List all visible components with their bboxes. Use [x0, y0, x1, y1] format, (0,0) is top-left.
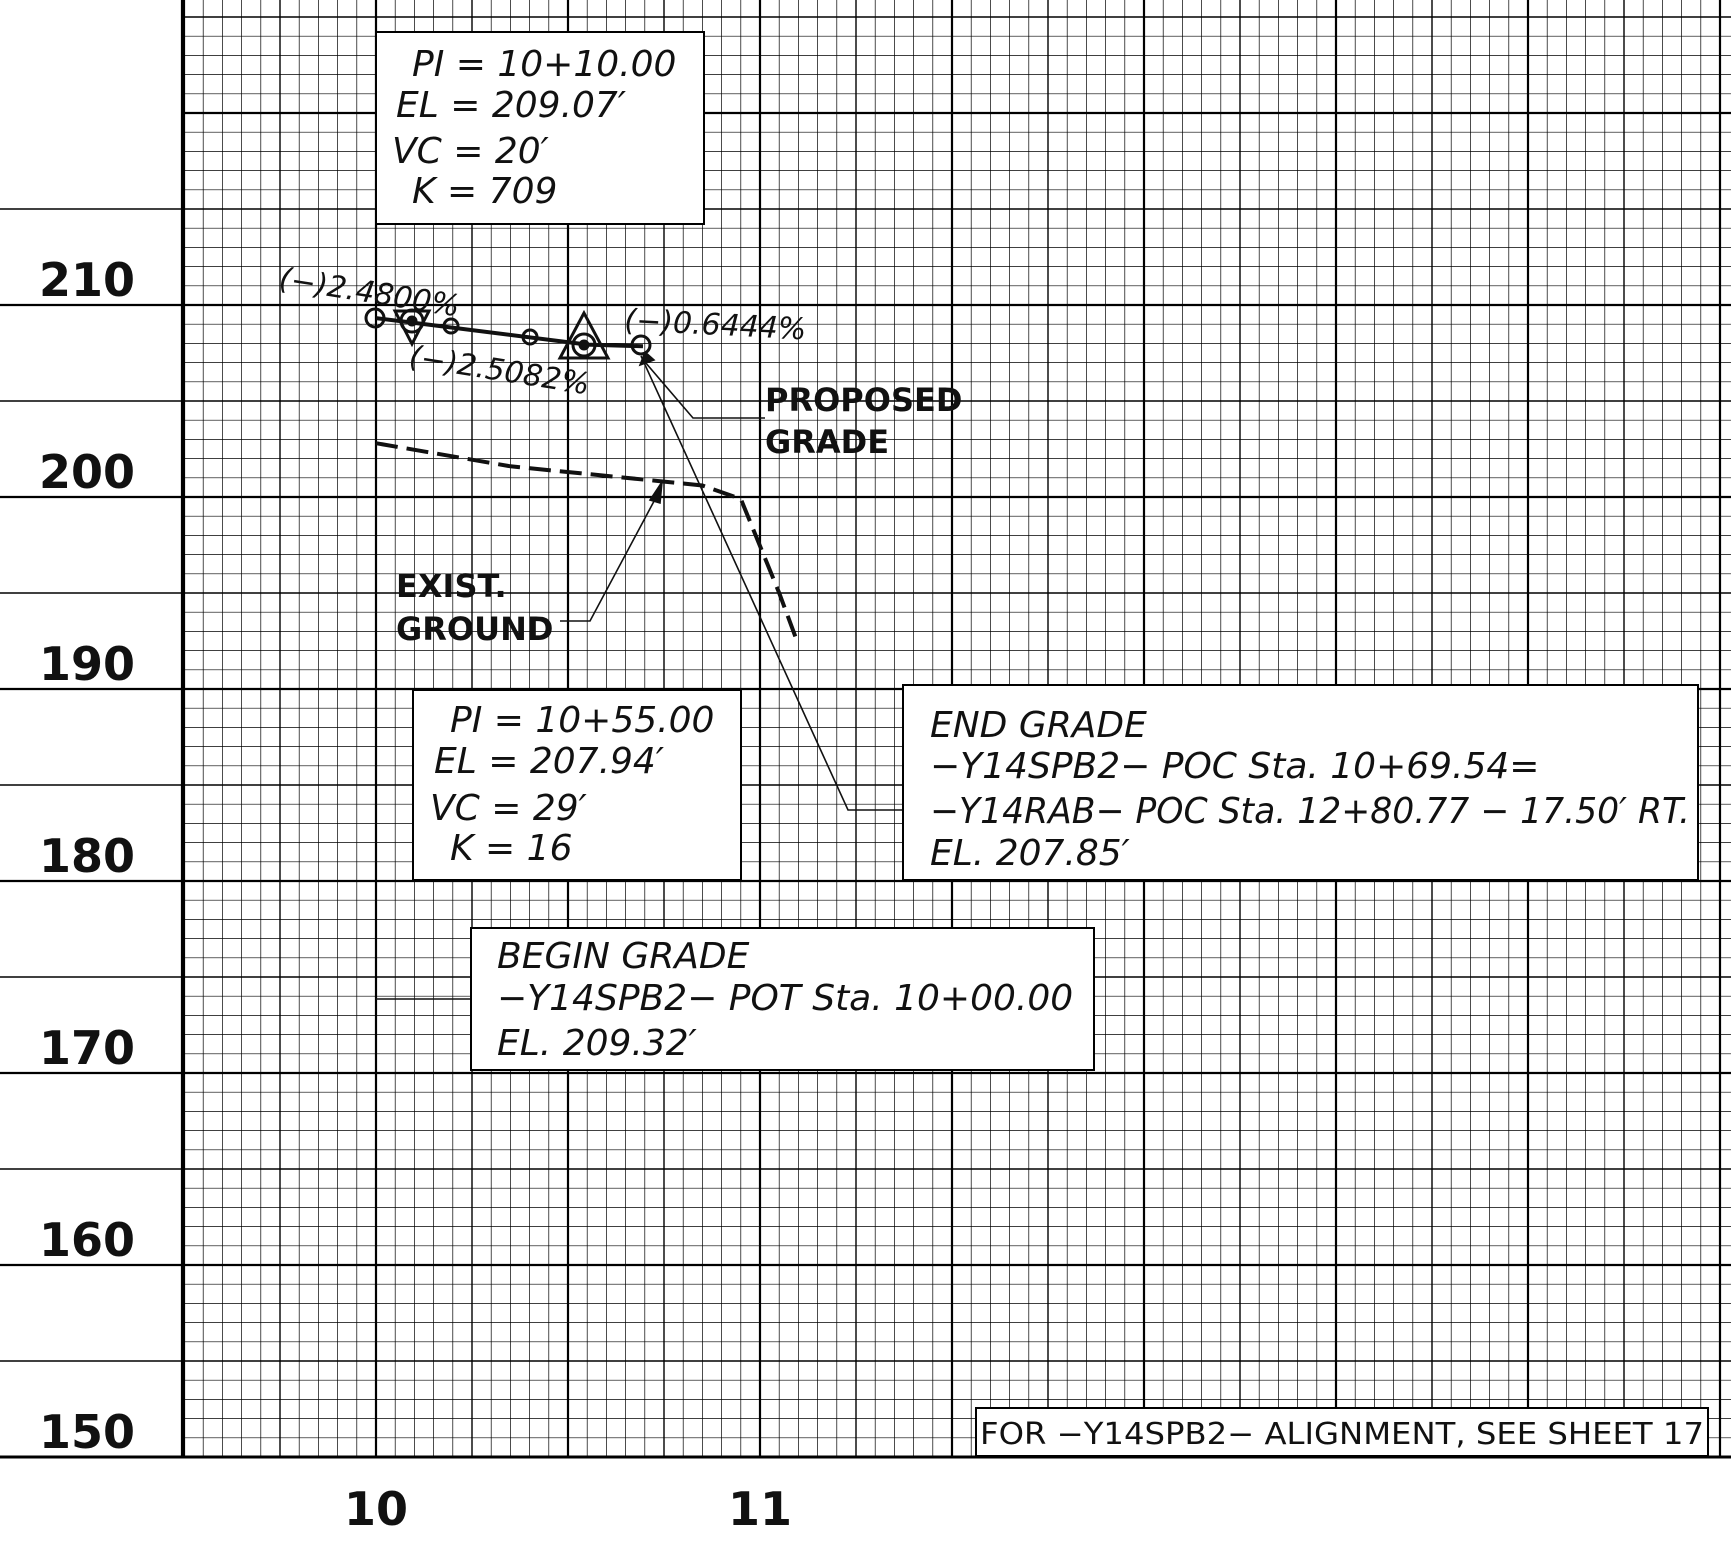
pvi-2-station: PI = 10+55.00	[450, 700, 714, 741]
leader-lines	[376, 350, 903, 1000]
grade-label-1: (−)2.4800%	[277, 261, 462, 324]
pvi-1-sag-symbol	[392, 308, 432, 348]
pvi-1-k-value: K = 709	[412, 171, 557, 212]
grade-labels: (−)2.4800% (−)2.5082% (−)0.6444%	[277, 261, 807, 402]
pvi-2-callout: PI = 10+55.00 EL = 207.94′ VC = 29′ K = …	[412, 689, 742, 881]
exist-ground-label-line1: EXIST.	[396, 567, 507, 605]
end-grade-station: −Y14SPB2− POC Sta. 10+69.54=	[930, 746, 1539, 787]
y-tick-170: 170	[39, 1021, 135, 1075]
exist-ground-leader	[560, 489, 661, 622]
y-tick-200: 200	[39, 445, 135, 499]
sheet-reference-note: FOR −Y14SPB2− ALIGNMENT, SEE SHEET 17	[975, 1407, 1709, 1457]
proposed-grade-label-line1: PROPOSED	[765, 381, 962, 419]
begin-grade-marker	[364, 307, 386, 329]
grade-label-3: (−)0.6444%	[624, 303, 808, 347]
begin-grade-elevation: EL. 209.32′	[497, 1023, 697, 1064]
x-axis-labels: 10 11	[344, 1482, 792, 1536]
pvc-1-marker	[442, 317, 460, 335]
end-grade-equation: −Y14RAB− POC Sta. 12+80.77 − 17.50′ RT.	[930, 791, 1690, 832]
y-tick-210: 210	[39, 253, 135, 307]
y-tick-190: 190	[39, 637, 135, 691]
begin-grade-title: BEGIN GRADE	[497, 936, 750, 977]
pvi-2-k-value: K = 16	[450, 828, 572, 869]
pvi-1-callout: PI = 10+10.00 EL = 209.07′ VC = 20′ K = …	[375, 31, 705, 225]
line-labels: PROPOSED GRADE EXIST. GROUND	[396, 381, 962, 648]
sheet-reference-text: FOR −Y14SPB2− ALIGNMENT, SEE SHEET 17	[980, 1417, 1704, 1452]
proposed-grade-line	[375, 316, 644, 349]
proposed-grade-label-line2: GRADE	[765, 423, 889, 461]
pvi-1-vertical-curve: VC = 20′	[392, 131, 549, 172]
y-tick-160: 160	[39, 1213, 135, 1267]
y-tick-180: 180	[39, 829, 135, 883]
existing-ground-line	[375, 441, 801, 646]
x-tick-10: 10	[344, 1482, 408, 1536]
pvi-1-station: PI = 10+10.00	[412, 44, 676, 85]
exist-ground-arrowhead	[648, 481, 663, 505]
end-grade-marker	[630, 334, 652, 356]
exist-ground-label-line2: GROUND	[396, 610, 553, 648]
y-tick-150: 150	[39, 1405, 135, 1459]
end-grade-callout: END GRADE −Y14SPB2− POC Sta. 10+69.54= −…	[902, 684, 1699, 881]
begin-grade-callout: BEGIN GRADE −Y14SPB2− POT Sta. 10+00.00 …	[470, 927, 1095, 1071]
end-grade-leader	[640, 355, 903, 811]
begin-grade-station: −Y14SPB2− POT Sta. 10+00.00	[497, 978, 1073, 1019]
pvi-2-elevation: EL = 207.94′	[434, 741, 664, 782]
end-grade-title: END GRADE	[930, 705, 1147, 746]
pvi-1-elevation: EL = 209.07′	[396, 85, 626, 126]
pvi-2-vertical-curve: VC = 29′	[430, 788, 587, 829]
pvt-1-marker	[521, 328, 539, 346]
y-axis-labels: 210 200 190 180 170 160 150	[39, 253, 135, 1459]
end-grade-elevation: EL. 207.85′	[930, 833, 1130, 874]
pvi-2-crest-symbol	[557, 309, 611, 360]
grade-point-symbols	[364, 307, 652, 360]
x-tick-11: 11	[728, 1482, 792, 1536]
proposed-grade-leader	[644, 361, 765, 419]
